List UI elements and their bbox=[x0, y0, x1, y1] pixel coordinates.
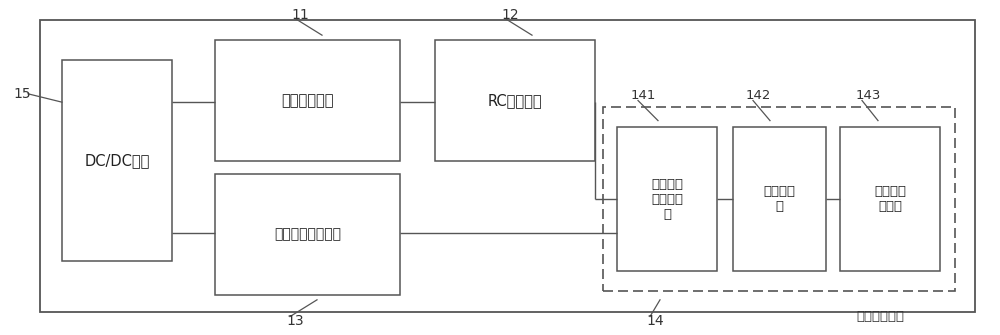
Text: 压频转换电路: 压频转换电路 bbox=[281, 93, 334, 108]
Bar bbox=[435, 40, 595, 161]
Bar bbox=[617, 127, 717, 271]
Text: 15: 15 bbox=[13, 87, 31, 101]
Text: 143: 143 bbox=[855, 89, 881, 102]
Text: 13: 13 bbox=[286, 314, 304, 328]
Bar bbox=[733, 127, 826, 271]
Text: 12: 12 bbox=[501, 8, 519, 22]
Text: 第一峰值采样电路: 第一峰值采样电路 bbox=[274, 227, 341, 242]
Bar bbox=[40, 20, 975, 312]
Text: 第一比较
器: 第一比较 器 bbox=[764, 185, 796, 213]
Text: 跳变电压
检测子模
块: 跳变电压 检测子模 块 bbox=[651, 178, 683, 221]
Text: 141: 141 bbox=[630, 89, 656, 102]
Bar bbox=[215, 40, 400, 161]
Text: 延迟触发
子模块: 延迟触发 子模块 bbox=[874, 185, 906, 213]
Bar bbox=[62, 60, 172, 261]
Text: 14: 14 bbox=[646, 314, 664, 328]
Text: 绝缘监测电路: 绝缘监测电路 bbox=[856, 310, 904, 323]
Text: DC/DC电路: DC/DC电路 bbox=[84, 153, 150, 168]
Bar bbox=[215, 174, 400, 295]
Text: 142: 142 bbox=[745, 89, 771, 102]
Text: 11: 11 bbox=[291, 8, 309, 22]
Text: RC串联电路: RC串联电路 bbox=[488, 93, 542, 108]
Bar bbox=[840, 127, 940, 271]
Bar bbox=[603, 107, 955, 291]
